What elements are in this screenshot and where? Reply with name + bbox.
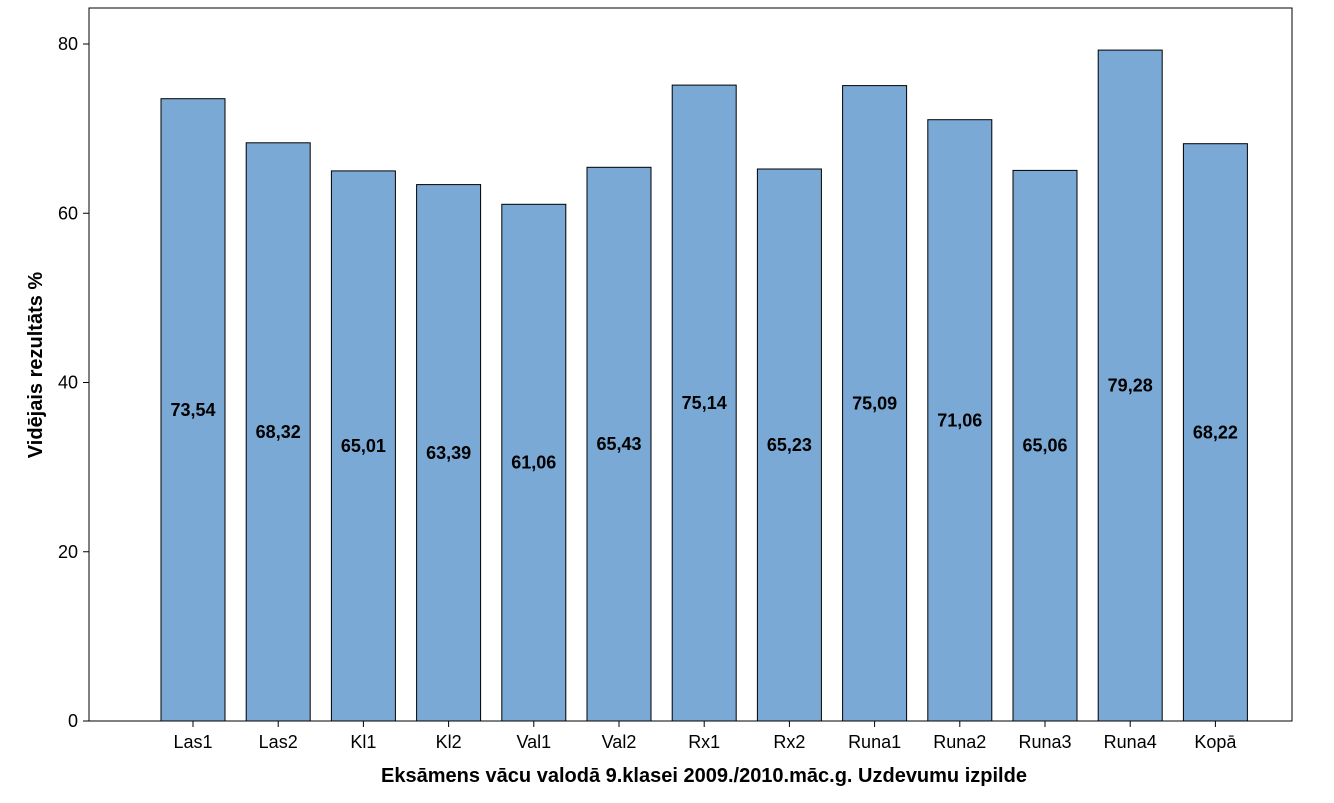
bar: [842, 85, 908, 722]
data-label: 73,54: [170, 400, 215, 420]
x-tick-label: Runa3: [1018, 732, 1071, 752]
x-tick-label: Rx1: [688, 732, 720, 752]
bar: [671, 84, 737, 722]
x-tick-label: Rx2: [773, 732, 805, 752]
data-label: 68,32: [256, 422, 301, 442]
x-tick-label: Las2: [259, 732, 298, 752]
bar: [416, 184, 482, 722]
bar: [501, 203, 567, 722]
data-label: 65,01: [341, 436, 386, 456]
data-label: 65,06: [1022, 436, 1067, 456]
data-label: 61,06: [511, 453, 556, 473]
y-tick-label: 60: [58, 203, 78, 223]
x-tick-label: Runa2: [933, 732, 986, 752]
data-label: 65,23: [767, 435, 812, 455]
x-tick-label: Las1: [173, 732, 212, 752]
x-tick-label: Kopā: [1194, 732, 1237, 752]
bar: [756, 168, 822, 722]
bars: 73,54 68,32 65,01 63,39 61,06 65,43 75,14 65,23…: [160, 49, 1248, 722]
bar: [1012, 169, 1078, 722]
y-axis-title: Vidējais rezultāts %: [25, 272, 47, 459]
x-axis: Las1 Las2 Kl1 Kl2 Val1 Val2 Rx1 Rx2 Runa1 Runa2 Ru…: [173, 721, 1237, 752]
y-tick-label: 80: [58, 34, 78, 54]
x-tick-label: Kl1: [350, 732, 376, 752]
bar: [1182, 143, 1248, 722]
x-axis-title: Eksāmens vācu valodā 9.klasei 2009./2010…: [381, 765, 1027, 787]
data-label: 75,14: [682, 393, 727, 413]
bar: [586, 166, 652, 722]
x-tick-label: Runa1: [848, 732, 901, 752]
y-axis: 0 20 40 60 80: [58, 34, 89, 731]
x-tick-label: Runa4: [1104, 732, 1157, 752]
x-tick-label: Val1: [516, 732, 551, 752]
bar: [245, 142, 311, 722]
bar: [330, 170, 396, 722]
y-tick-label: 40: [58, 373, 78, 393]
data-label: 68,22: [1193, 422, 1238, 442]
data-label: 71,06: [937, 410, 982, 430]
y-tick-label: 0: [68, 711, 78, 731]
x-tick-label: Val2: [602, 732, 637, 752]
bar: [927, 119, 993, 722]
data-label: 79,28: [1108, 376, 1153, 396]
data-label: 65,43: [596, 434, 641, 454]
data-label: 75,09: [852, 393, 897, 413]
y-tick-label: 20: [58, 542, 78, 562]
bar: [1097, 49, 1163, 722]
x-tick-label: Kl2: [436, 732, 462, 752]
data-label: 63,39: [426, 443, 471, 463]
